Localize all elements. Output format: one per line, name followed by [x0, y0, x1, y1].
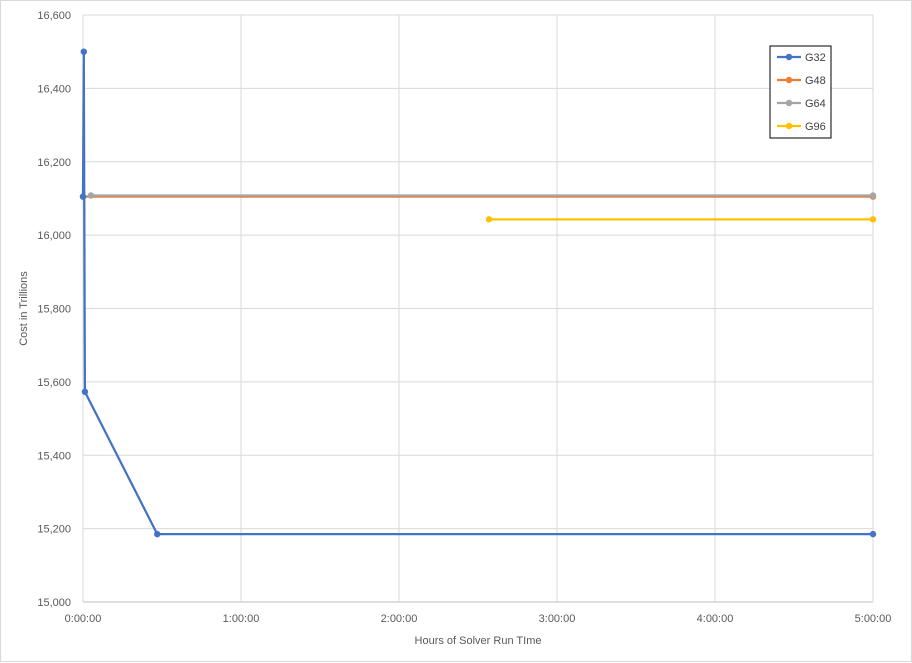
y-tick-label: 15,400: [37, 450, 71, 462]
gridlines: [82, 14, 874, 603]
y-tick-label: 16,200: [37, 157, 71, 169]
data-point-g32: [81, 388, 89, 395]
series-g96: [485, 216, 877, 223]
series-g32: [79, 48, 877, 538]
data-point-g32: [154, 530, 161, 538]
legend-label: G32: [805, 52, 826, 64]
legend-item-g96: G96: [777, 121, 826, 133]
data-point-g64: [869, 192, 877, 199]
legend-swatch-marker: [785, 99, 793, 107]
y-tick-label: 15,800: [37, 304, 71, 316]
data-point-g32: [79, 193, 87, 200]
x-tick-label: 0:00:00: [65, 613, 102, 625]
tick-labels: 15,000 15,200 15,400 15,600 15,800 16,000 16,2…: [37, 10, 891, 625]
y-tick-label: 15,600: [37, 377, 71, 389]
legend-item-g64: G64: [777, 98, 826, 110]
data-point-g32: [869, 530, 877, 538]
y-axis-title: Cost in Trillions: [18, 271, 30, 346]
legend-label: G48: [805, 75, 826, 87]
legend-box: [769, 45, 832, 139]
legend-item-g48: G48: [777, 75, 826, 87]
series-line-g32: [81, 50, 873, 536]
x-tick-label: 3:00:00: [539, 613, 576, 625]
x-tick-label: 2:00:00: [381, 613, 418, 625]
x-tick-label: 1:00:00: [223, 613, 260, 625]
y-tick-label: 16,400: [37, 83, 71, 95]
data-point-g96: [869, 216, 877, 223]
x-tick-label: 5:00:00: [855, 613, 892, 625]
legend-swatch-marker: [785, 122, 793, 130]
x-axis-title: Hours of Solver Run TIme: [415, 635, 542, 647]
x-tick-label: 4:00:00: [697, 613, 734, 625]
legend-item-g32: G32: [777, 52, 826, 64]
y-tick-label: 16,000: [37, 230, 71, 242]
legend-label: G96: [805, 121, 826, 133]
legend: G32 G48 G64 G96: [769, 45, 832, 139]
y-tick-label: 15,200: [37, 524, 71, 536]
series-lines: [79, 48, 877, 538]
series-g64: [87, 192, 877, 199]
data-point-g96: [485, 216, 493, 223]
y-tick-label: 15,000: [37, 597, 71, 609]
data-point-g32: [80, 48, 87, 55]
legend-swatch-marker: [785, 53, 793, 61]
data-point-g64: [87, 192, 95, 199]
y-tick-label: 16,600: [37, 10, 71, 22]
legend-label: G64: [805, 98, 826, 110]
legend-swatch-marker: [785, 76, 793, 84]
